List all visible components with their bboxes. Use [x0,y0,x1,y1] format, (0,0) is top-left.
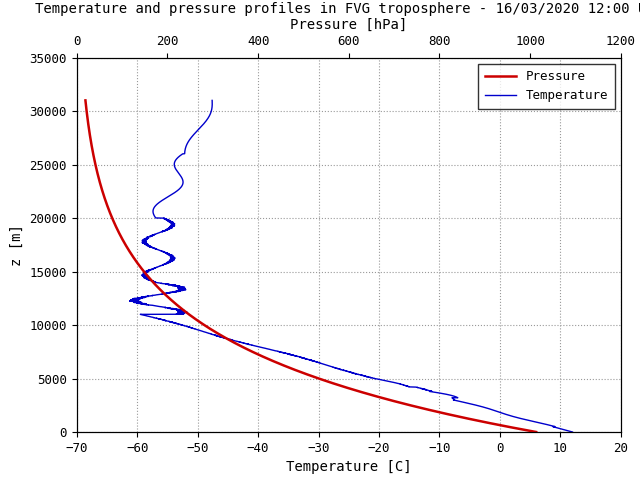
Line: Pressure: Pressure [85,100,536,432]
Legend: Pressure, Temperature: Pressure, Temperature [478,64,614,108]
Temperature [568,429,576,435]
Pressure [157,288,165,293]
Pressure [303,372,311,377]
Title: Temperature and pressure profiles in FVG troposphere - 16/03/2020 12:00 UTC: Temperature and pressure profiles in FVG… [35,2,640,16]
Temperature [184,140,191,145]
X-axis label: Temperature [C]: Temperature [C] [286,460,412,474]
Pressure [365,391,372,397]
Pressure [532,429,540,435]
Temperature [355,372,362,377]
Temperature [179,288,186,293]
Y-axis label: z [m]: z [m] [10,224,24,266]
Temperature [208,104,216,110]
Pressure [83,104,90,110]
Temperature [144,302,152,308]
Pressure [81,97,89,103]
Pressure [87,140,95,145]
Temperature [208,97,216,103]
Line: Temperature: Temperature [130,100,572,432]
Pressure [173,302,180,308]
Temperature [442,391,450,397]
X-axis label: Pressure [hPa]: Pressure [hPa] [290,18,408,32]
